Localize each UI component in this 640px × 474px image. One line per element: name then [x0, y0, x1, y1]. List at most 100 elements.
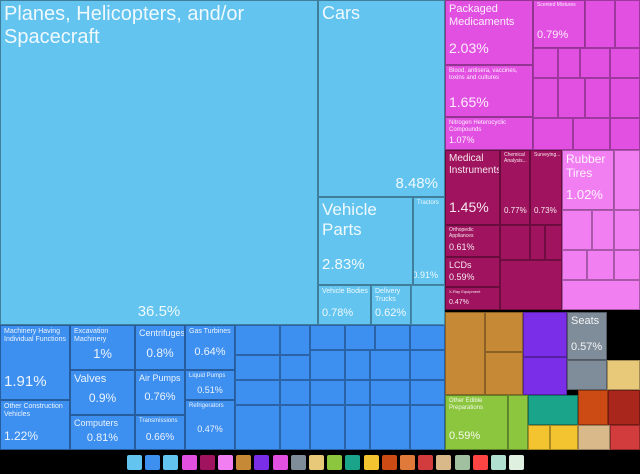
treemap-tile[interactable]: Tractors 0.91%	[413, 197, 445, 285]
category-icon[interactable]	[418, 455, 434, 470]
tile-cell	[558, 78, 585, 118]
category-icon[interactable]	[345, 455, 361, 470]
tile-cell	[310, 380, 345, 405]
tile-cell	[567, 360, 607, 390]
category-icon[interactable]	[436, 455, 452, 470]
tile-cell	[235, 355, 280, 380]
tile-value: 0.62%	[375, 307, 407, 320]
tile-cell	[530, 225, 545, 260]
category-icon[interactable]	[236, 455, 252, 470]
treemap-tile[interactable]: Packaged Medicaments 2.03%	[445, 0, 533, 65]
treemap-tile[interactable]: Nitrogen Heterocyclic Compounds 1.07%	[445, 117, 533, 150]
treemap-tile[interactable]: Blood, antisera, vaccines, toxins and cu…	[445, 65, 533, 117]
tile-value: 0.78%	[322, 307, 354, 320]
tile-value: 0.79%	[537, 29, 569, 42]
treemap-tile[interactable]: Delivery Trucks 0.62%	[371, 285, 411, 325]
treemap-tile[interactable]: Other Edible Preparations 0.59%	[445, 395, 508, 450]
treemap-tile[interactable]: Vehicle Parts 2.83%	[318, 197, 413, 285]
treemap-tile[interactable]: Machinery Having Individual Functions 1.9…	[0, 325, 70, 400]
tile-value: 0.8%	[146, 346, 174, 361]
category-icon[interactable]	[509, 455, 525, 470]
tile-value: 1.45%	[449, 199, 489, 215]
tile-value: 0.64%	[194, 346, 226, 359]
tile-cell	[580, 48, 610, 78]
treemap-tile[interactable]: Seats 0.57%	[567, 312, 607, 360]
category-icon[interactable]	[290, 455, 306, 470]
category-icon[interactable]	[272, 455, 288, 470]
category-icon[interactable]	[363, 455, 379, 470]
treemap-tile[interactable]: Cars 8.48%	[318, 0, 445, 197]
treemap-tile[interactable]: Medical Instruments 1.45%	[445, 150, 500, 225]
tile-cell	[528, 395, 578, 425]
tile-cell	[370, 405, 410, 450]
tile-cell	[500, 260, 562, 310]
tile-label: Liquid Pumps	[189, 373, 226, 379]
category-icon[interactable]	[254, 455, 270, 470]
tile-value: 1.91%	[4, 373, 47, 390]
tile-cell	[610, 118, 640, 150]
category-icon[interactable]	[327, 455, 343, 470]
tile-cell	[508, 395, 528, 450]
tile-value: 0.59%	[449, 430, 481, 443]
category-icon[interactable]	[218, 455, 233, 470]
treemap-tile[interactable]: Refrigerators 0.47%	[185, 400, 235, 450]
category-icon[interactable]	[472, 455, 488, 470]
treemap-tile[interactable]: Transmissions 0.66%	[135, 415, 185, 450]
tile-cell	[345, 405, 370, 450]
tile-cell	[375, 325, 410, 350]
tile-value: 8.48%	[395, 175, 438, 192]
tile-label: Centrifuges	[139, 328, 185, 338]
category-icon[interactable]	[400, 455, 415, 470]
treemap-tile[interactable]: Vehicle Bodies 0.78%	[318, 285, 371, 325]
category-icon[interactable]	[199, 455, 215, 470]
tile-cell	[607, 360, 640, 390]
category-icon[interactable]	[181, 455, 197, 470]
category-icon[interactable]	[454, 455, 470, 470]
tile-cell	[610, 78, 640, 118]
tile-cell	[610, 425, 640, 450]
tile-label: Air Pumps	[139, 373, 181, 383]
tile-label: Excavation Machinery	[74, 328, 109, 344]
treemap-tile[interactable]: Air Pumps 0.76%	[135, 370, 185, 415]
treemap-tile[interactable]: Other Construction Vehicles 1.22%	[0, 400, 70, 450]
tile-value: 1.65%	[449, 93, 489, 110]
tile-cell	[614, 210, 640, 250]
tile-cell	[310, 350, 345, 380]
tile-cell	[573, 118, 610, 150]
tile-cell	[280, 380, 310, 405]
treemap-tile[interactable]: Gas Turbines 0.64%	[185, 325, 235, 370]
treemap-tile[interactable]: Excavation Machinery 1%	[70, 325, 135, 370]
category-icon[interactable]	[163, 455, 179, 470]
tile-cell	[562, 210, 592, 250]
treemap-tile[interactable]: Scented Mixtures 0.79%	[533, 0, 585, 48]
tile-cell	[445, 312, 485, 395]
treemap-tile[interactable]: Centrifuges 0.8%	[135, 325, 185, 370]
category-icon[interactable]	[309, 455, 324, 470]
treemap-tile[interactable]: Rubber Tires 1.02%	[562, 150, 614, 210]
tile-label: Vehicle Parts	[322, 200, 377, 239]
treemap-tile[interactable]: Surveying... 0.73%	[530, 150, 562, 225]
treemap-tile[interactable]: Liquid Pumps 0.51%	[185, 370, 235, 400]
treemap-tile[interactable]: Planes, Helicopters, and/or Spacecraft 36…	[0, 0, 318, 325]
tile-cell	[615, 0, 640, 48]
tile-cell	[370, 350, 410, 380]
treemap-tile[interactable]: LCDs 0.59%	[445, 257, 500, 287]
tile-label: Blood, antisera, vaccines, toxins and cu…	[449, 68, 518, 81]
tile-cell	[585, 0, 615, 48]
tile-value: 1.07%	[449, 135, 475, 146]
category-icon[interactable]	[381, 455, 397, 470]
treemap-tile[interactable]: X-Ray Equipment 0.47%	[445, 287, 500, 310]
category-icon[interactable]	[491, 455, 506, 470]
category-icon[interactable]	[145, 455, 161, 470]
category-icon[interactable]	[127, 455, 142, 470]
treemap-tile[interactable]: Chemical Analysis... 0.77%	[500, 150, 530, 225]
treemap-tile[interactable]: Orthopedic Appliances 0.61%	[445, 225, 500, 257]
tile-value: 2.03%	[449, 40, 489, 57]
treemap-tile[interactable]: Computers 0.81%	[70, 415, 135, 450]
tile-value: 0.66%	[145, 431, 175, 443]
tile-cell	[500, 225, 530, 260]
treemap-tile[interactable]: Valves 0.9%	[70, 370, 135, 415]
tile-value: 0.51%	[197, 384, 223, 395]
tile-label: Rubber Tires	[566, 152, 606, 180]
